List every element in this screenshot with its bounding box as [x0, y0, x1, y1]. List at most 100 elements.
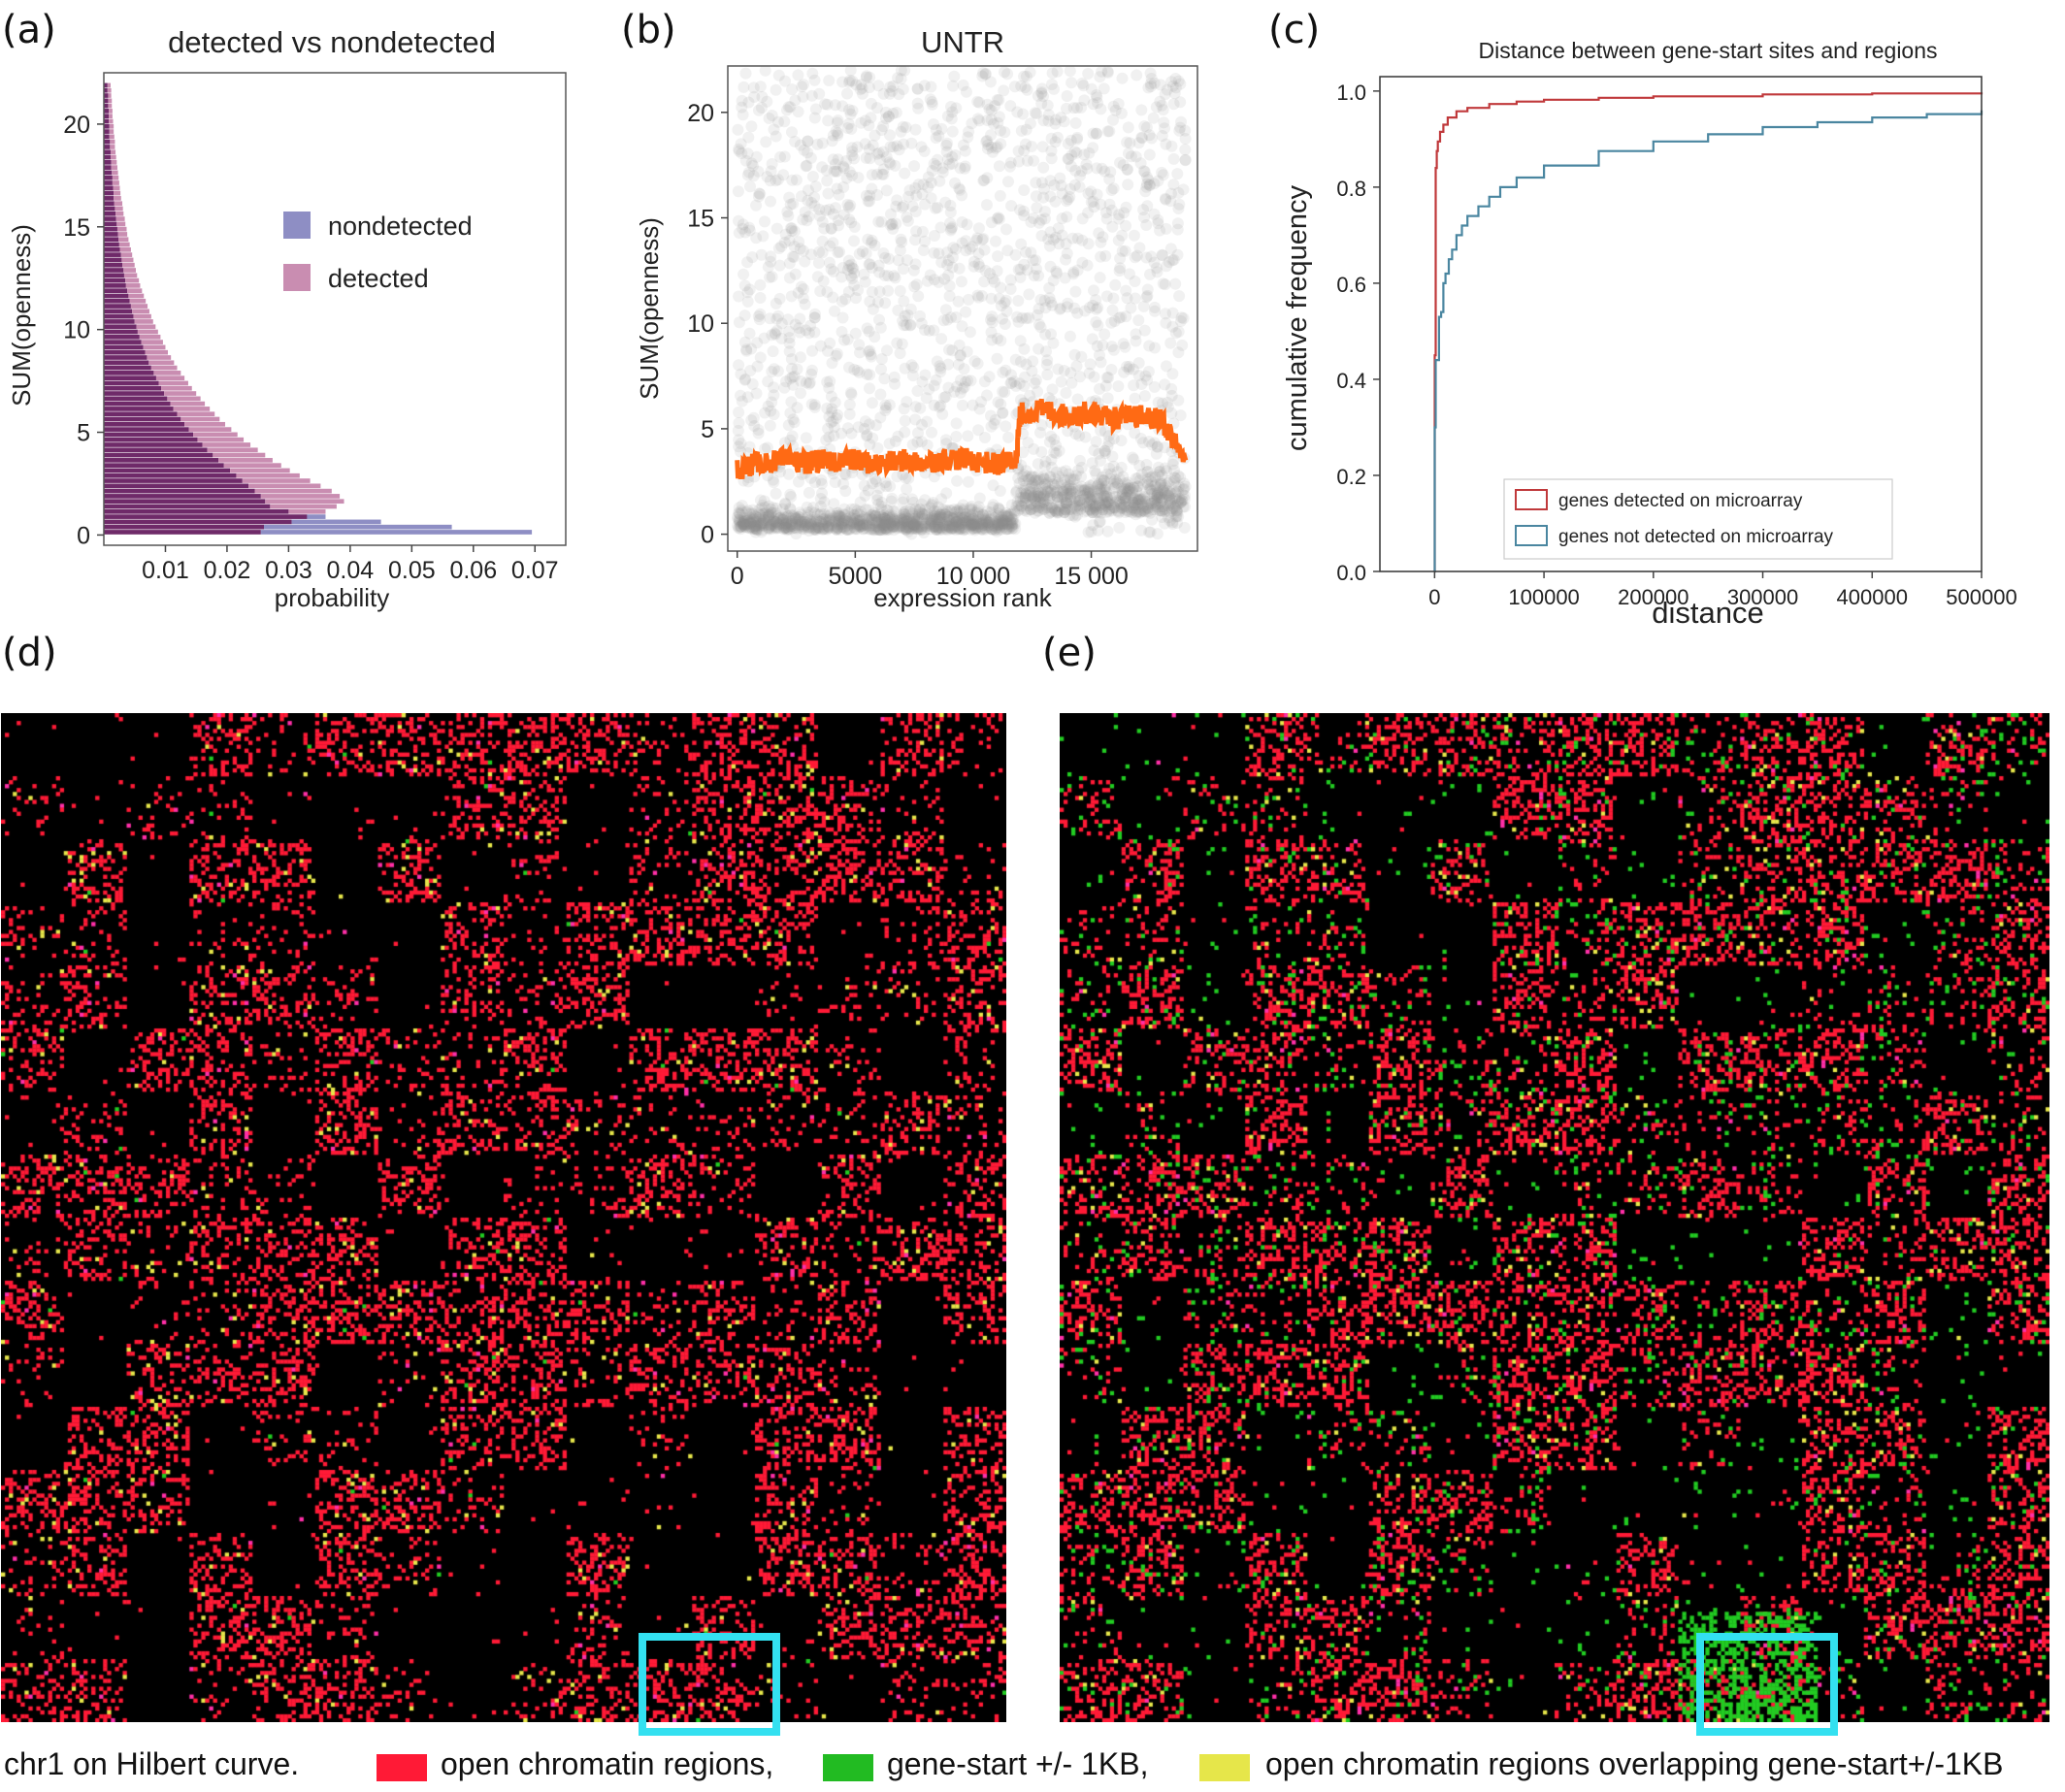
- scatter-point: [1152, 492, 1164, 504]
- chart-a-title: detected vs nondetected: [168, 25, 496, 59]
- scatter-point: [818, 276, 830, 287]
- hist-bar-detected: [142, 340, 163, 344]
- scatter-point: [1050, 440, 1062, 451]
- scatter-point: [1068, 303, 1080, 314]
- scatter-point: [1133, 137, 1145, 148]
- hist-bar-overlap: [104, 463, 224, 468]
- hist-bar-detected: [121, 252, 132, 257]
- scatter-point: [836, 326, 848, 338]
- scatter-point: [921, 416, 933, 428]
- scatter-point: [768, 345, 779, 357]
- chart-b-xlabel: expression rank: [873, 583, 1053, 612]
- scatter-point: [753, 310, 765, 322]
- scatter-point: [1068, 102, 1080, 114]
- scatter-point: [1144, 149, 1156, 161]
- hist-bar-detected: [112, 165, 117, 170]
- scatter-point: [942, 382, 954, 394]
- hist-bar-overlap: [104, 453, 213, 458]
- scatter-point: [890, 201, 901, 212]
- scatter-point: [828, 266, 839, 277]
- scatter-point: [1179, 144, 1191, 155]
- hist-bar-nondetected: [292, 520, 381, 525]
- scatter-point: [990, 236, 1001, 247]
- scatter-point: [881, 184, 893, 196]
- scatter-point: [1177, 484, 1189, 496]
- scatter-point: [1165, 141, 1177, 152]
- scatter-point: [1039, 329, 1051, 341]
- hist-bar-detected: [109, 114, 113, 118]
- hist-bar-overlap: [104, 350, 146, 355]
- scatter-point: [733, 434, 744, 445]
- scatter-point: [940, 487, 952, 499]
- scatter-point: [865, 112, 876, 123]
- hist-bar-detected: [171, 402, 206, 407]
- scatter-point: [1118, 367, 1130, 378]
- scatter-point: [1081, 159, 1093, 171]
- scatter-point: [880, 402, 892, 413]
- scatter-point: [949, 178, 961, 189]
- scatter-point: [867, 235, 878, 246]
- scatter-point: [737, 95, 748, 107]
- legend-swatch-not-detected-line: [1516, 526, 1547, 545]
- scatter-point: [779, 237, 791, 248]
- scatter-point: [929, 247, 940, 259]
- scatter-point: [843, 255, 855, 267]
- scatter-point: [793, 236, 804, 247]
- scatter-point: [1143, 341, 1155, 352]
- scatter-point: [1037, 141, 1049, 152]
- hist-bar-overlap: [104, 180, 113, 185]
- scatter-point: [842, 422, 854, 434]
- scatter-point: [1139, 390, 1151, 402]
- scatter-point: [1052, 364, 1064, 375]
- scatter-point: [1077, 212, 1089, 224]
- scatter-point: [912, 83, 924, 95]
- chart-b-ytick-label: 15: [687, 206, 714, 233]
- chart-c-title: Distance between gene-start sites and re…: [1478, 38, 1937, 63]
- hist-bar-detected: [132, 310, 149, 314]
- scatter-point: [1095, 455, 1106, 467]
- scatter-point: [1005, 283, 1017, 295]
- hist-bar-detected: [218, 458, 273, 463]
- hist-bar-overlap: [104, 494, 261, 499]
- scatter-point: [801, 432, 812, 443]
- scatter-point: [1113, 522, 1125, 534]
- scatter-point: [1133, 357, 1145, 369]
- scatter-point: [848, 152, 860, 164]
- scatter-point: [891, 338, 902, 349]
- scatter-point: [1140, 219, 1152, 231]
- scatter-point: [1154, 225, 1165, 237]
- scatter-point: [1010, 249, 1022, 261]
- scatter-point: [1042, 234, 1054, 245]
- hist-bar-detected: [153, 371, 180, 375]
- scatter-point: [755, 81, 767, 92]
- hist-bar-overlap: [104, 438, 197, 442]
- scatter-point: [994, 160, 1005, 172]
- hist-bar-detected: [174, 407, 210, 411]
- scatter-point: [880, 480, 892, 492]
- scatter-point: [1160, 463, 1171, 474]
- scatter-point: [966, 117, 977, 129]
- scatter-point: [868, 140, 879, 151]
- scatter-point: [739, 279, 751, 291]
- scatter-point: [770, 84, 782, 96]
- scatter-point: [756, 91, 768, 103]
- scatter-point: [1100, 485, 1112, 497]
- legend-swatch-detected: [283, 264, 311, 291]
- scatter-point: [926, 192, 937, 204]
- scatter-point: [1117, 73, 1129, 84]
- scatter-point: [892, 72, 903, 83]
- scatter-point: [732, 124, 743, 136]
- swatch-gene-start: [823, 1754, 873, 1781]
- hist-bar-overlap: [104, 232, 118, 237]
- hist-bar-detected: [130, 299, 147, 304]
- scatter-point: [850, 292, 862, 304]
- scatter-point: [809, 476, 821, 488]
- scatter-point: [889, 160, 901, 172]
- scatter-point: [1113, 213, 1125, 225]
- hist-bar-overlap: [104, 299, 130, 304]
- scatter-point: [1012, 295, 1024, 307]
- scatter-point: [1076, 78, 1088, 89]
- scatter-point: [857, 520, 869, 532]
- hist-bar-overlap: [104, 314, 133, 319]
- scatter-point: [963, 294, 974, 306]
